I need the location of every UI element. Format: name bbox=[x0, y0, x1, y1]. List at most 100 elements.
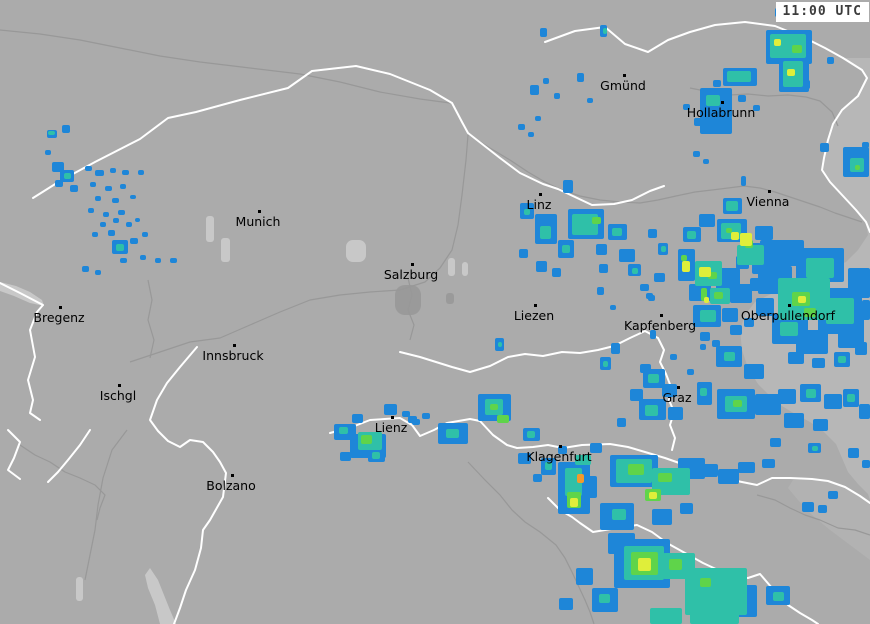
radar-echo bbox=[855, 342, 867, 355]
radar-echo bbox=[859, 404, 870, 419]
radar-echo bbox=[788, 352, 804, 364]
radar-echo bbox=[619, 249, 635, 262]
radar-echo bbox=[649, 492, 657, 499]
radar-echo bbox=[612, 509, 626, 520]
radar-echo bbox=[855, 165, 860, 170]
radar-echo bbox=[120, 184, 126, 189]
radar-echo bbox=[558, 446, 567, 454]
radar-echo bbox=[62, 125, 70, 133]
radar-echo bbox=[703, 159, 709, 164]
terrain-patch bbox=[446, 293, 454, 304]
radar-echo bbox=[628, 464, 644, 475]
radar-echo bbox=[572, 214, 598, 235]
radar-echo bbox=[738, 462, 755, 473]
radar-echo bbox=[744, 364, 764, 379]
radar-echo bbox=[545, 462, 552, 470]
radar-echo bbox=[52, 162, 64, 172]
radar-echo bbox=[640, 284, 649, 291]
radar-echo bbox=[422, 413, 430, 419]
radar-echo bbox=[519, 249, 528, 258]
radar-echo bbox=[113, 218, 119, 223]
radar-echo bbox=[838, 356, 846, 363]
radar-echo bbox=[372, 452, 380, 459]
border-line bbox=[32, 65, 665, 206]
radar-echo bbox=[559, 598, 573, 610]
radar-echo bbox=[694, 118, 703, 126]
radar-echo bbox=[824, 394, 842, 409]
radar-echo bbox=[738, 95, 746, 102]
radar-echo bbox=[339, 427, 348, 434]
city-dot bbox=[411, 263, 414, 266]
lake-traunsee bbox=[462, 262, 468, 276]
river-line bbox=[129, 134, 469, 363]
radar-echo bbox=[95, 196, 101, 201]
city-dot bbox=[623, 74, 626, 77]
radar-echo bbox=[774, 39, 781, 46]
radar-echo bbox=[577, 474, 584, 483]
radar-echo bbox=[599, 264, 608, 273]
radar-echo bbox=[699, 267, 711, 277]
radar-echo bbox=[552, 268, 561, 277]
city-dot bbox=[233, 344, 236, 347]
radar-echo bbox=[862, 142, 869, 148]
radar-echo bbox=[155, 258, 161, 263]
radar-echo bbox=[687, 231, 696, 239]
radar-echo bbox=[446, 429, 459, 438]
river-line bbox=[19, 444, 106, 521]
radar-echo bbox=[563, 180, 573, 193]
radar-echo bbox=[612, 228, 622, 236]
radar-echo bbox=[575, 455, 591, 465]
radar-echo bbox=[603, 28, 607, 34]
radar-echo bbox=[682, 261, 690, 272]
radar-echo bbox=[599, 594, 610, 603]
radar-echo bbox=[140, 255, 146, 260]
radar-echo bbox=[170, 258, 177, 263]
radar-echo bbox=[597, 287, 604, 295]
border-line bbox=[7, 429, 21, 480]
city-dot bbox=[677, 386, 680, 389]
radar-echo bbox=[88, 208, 94, 213]
radar-echo bbox=[352, 414, 363, 423]
radar-echo bbox=[701, 288, 707, 301]
city-dot bbox=[559, 445, 562, 448]
radar-echo bbox=[712, 340, 720, 347]
radar-echo bbox=[408, 416, 417, 423]
city-label: Bolzano bbox=[206, 478, 256, 493]
city-dot bbox=[721, 101, 724, 104]
radar-echo bbox=[535, 116, 541, 121]
radar-echo bbox=[806, 258, 834, 278]
radar-echo bbox=[70, 185, 78, 192]
city-label: Liezen bbox=[513, 308, 555, 323]
city-label: Bregenz bbox=[33, 310, 85, 325]
radar-echo bbox=[126, 222, 132, 227]
radar-echo bbox=[543, 78, 549, 84]
radar-echo bbox=[730, 284, 752, 303]
city-label: Oberpullendorf bbox=[740, 308, 836, 323]
radar-echo bbox=[706, 95, 720, 106]
lake-ammersee bbox=[206, 216, 214, 242]
radar-echo bbox=[536, 261, 547, 272]
border-line bbox=[47, 429, 91, 483]
radar-echo bbox=[778, 389, 796, 404]
radar-echo bbox=[668, 407, 683, 420]
radar-echo bbox=[596, 244, 607, 255]
radar-echo bbox=[650, 608, 682, 624]
radar-echo bbox=[700, 578, 711, 587]
border-line bbox=[149, 346, 227, 624]
radar-echo bbox=[700, 464, 718, 477]
city-label: Kapfenberg bbox=[623, 318, 697, 333]
radar-echo bbox=[540, 28, 547, 37]
radar-echo bbox=[820, 143, 829, 152]
radar-echo bbox=[533, 474, 542, 482]
radar-echo bbox=[120, 258, 127, 263]
radar-echo bbox=[142, 232, 148, 237]
radar-echo bbox=[847, 394, 855, 402]
lake-starnberger bbox=[221, 238, 230, 262]
radar-echo bbox=[802, 502, 814, 512]
radar-echo bbox=[693, 151, 700, 157]
city-dot bbox=[660, 314, 663, 317]
radar-echo bbox=[700, 344, 706, 350]
radar-echo bbox=[756, 298, 774, 316]
radar-echo bbox=[610, 305, 616, 310]
